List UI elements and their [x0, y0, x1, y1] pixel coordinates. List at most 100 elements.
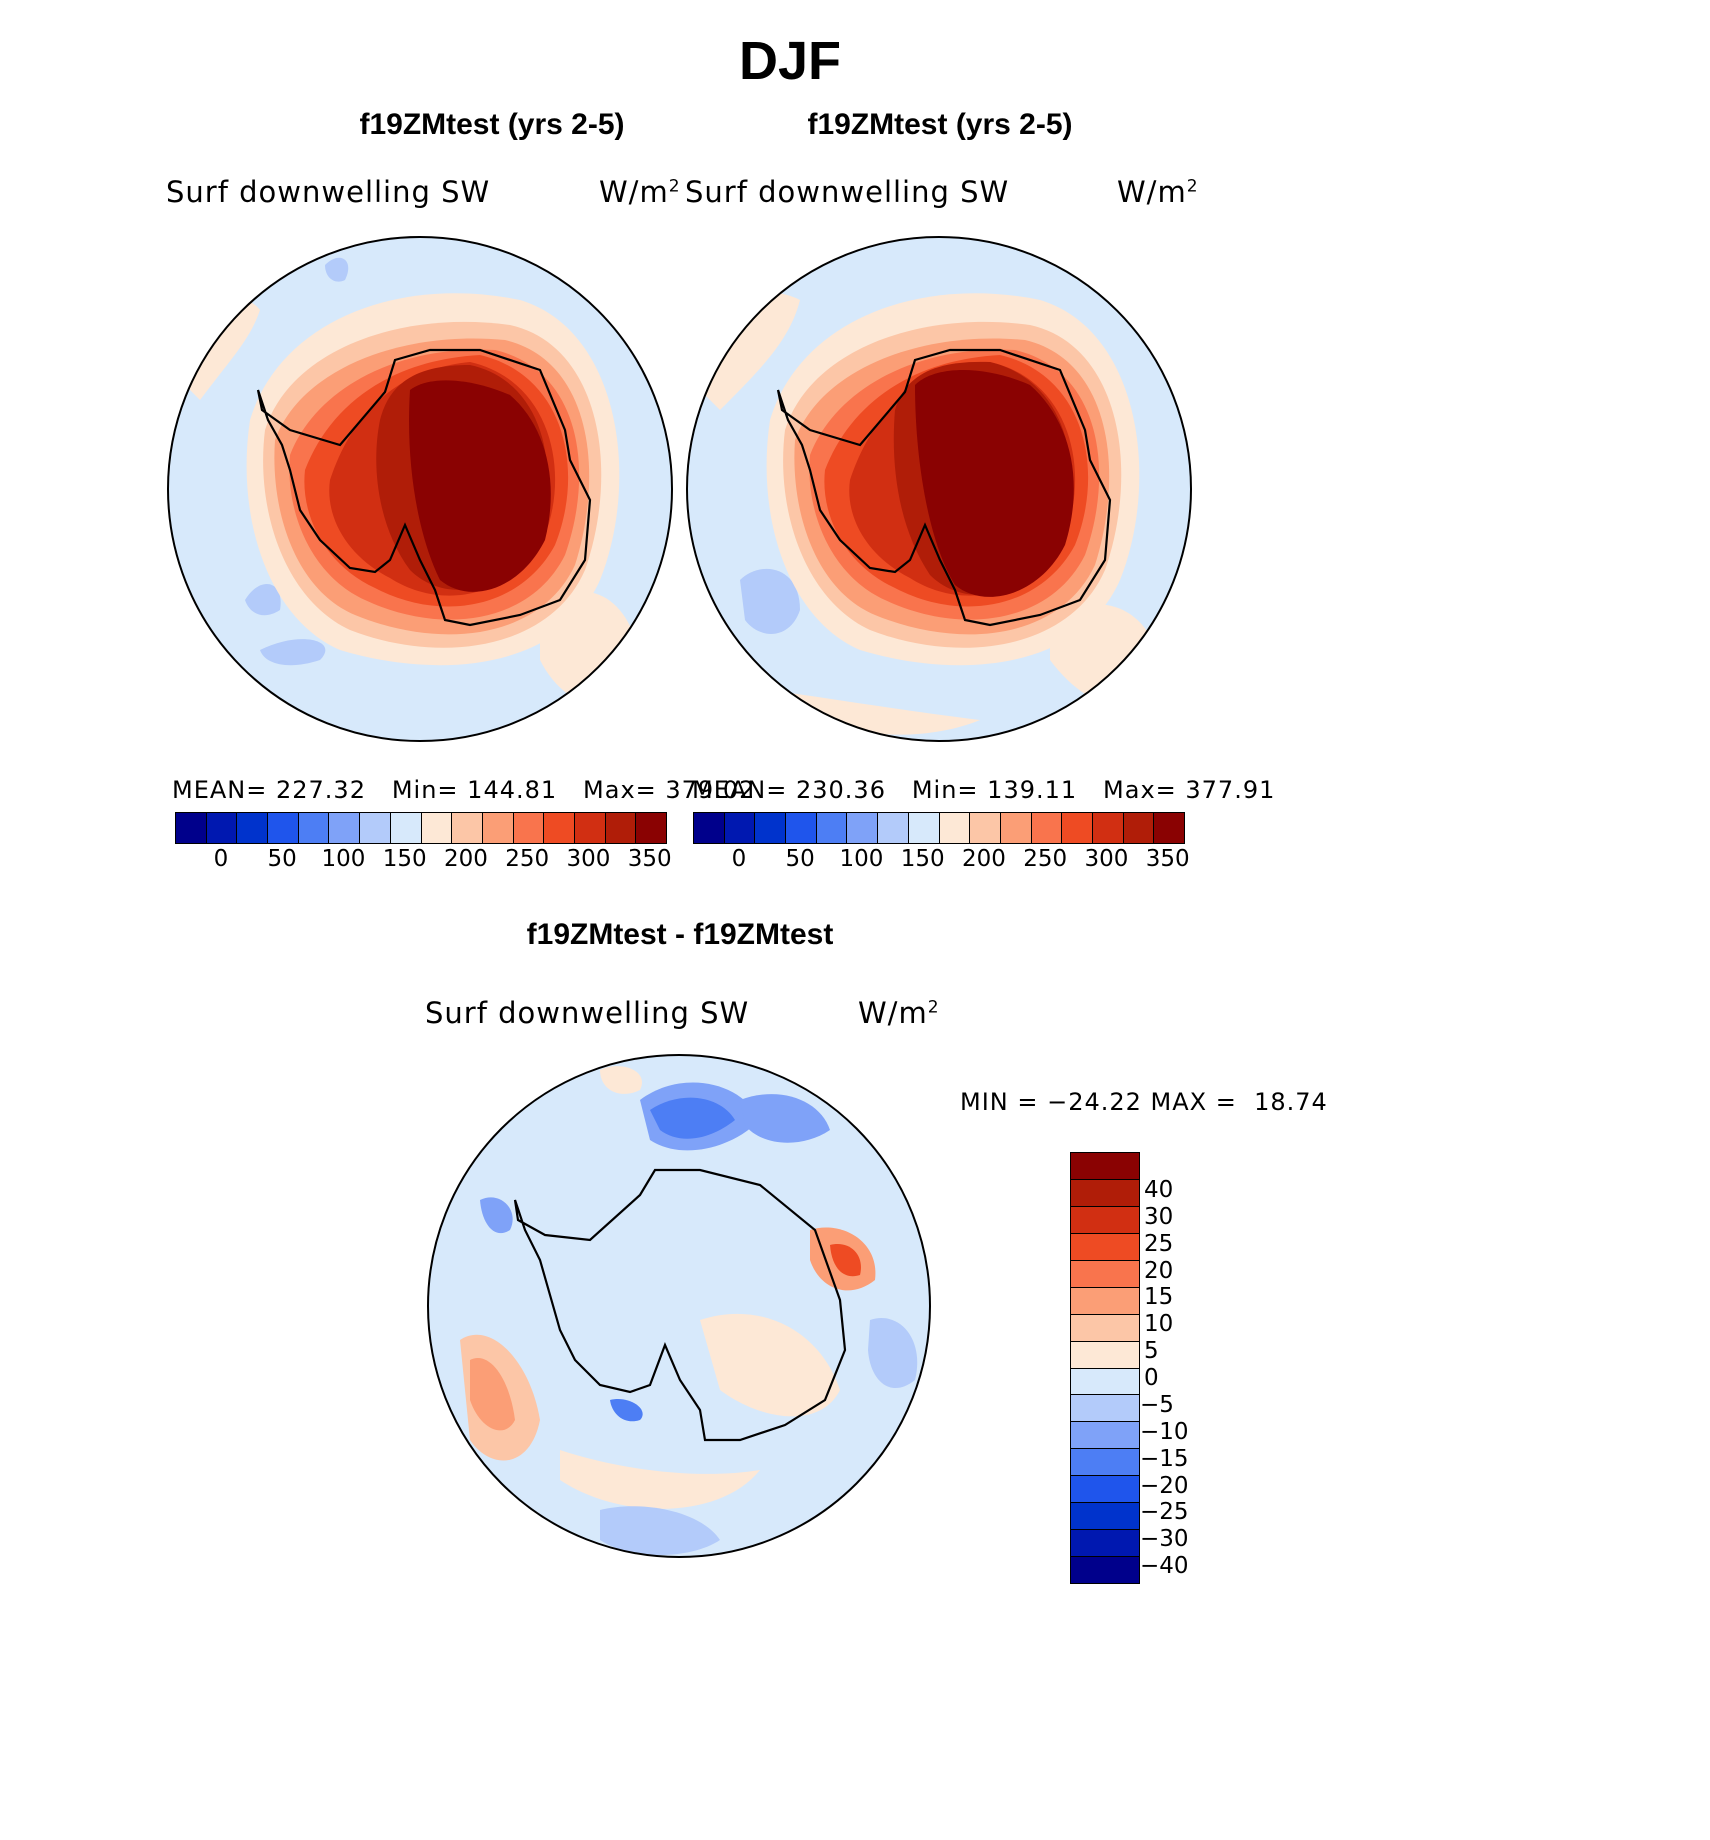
- colorbar-tick-label: 10: [1144, 1311, 1174, 1338]
- colorbar-swatch: [1000, 813, 1032, 843]
- colorbar-tick-label: 0: [731, 846, 747, 872]
- panel1-title: f19ZMtest (yrs 2-5): [359, 108, 625, 141]
- colorbar-swatch: [605, 813, 637, 843]
- colorbar-swatch: [694, 813, 725, 843]
- colorbar-tick-label: −25: [1140, 1499, 1189, 1526]
- colorbar-tick-label: 20: [1144, 1257, 1174, 1284]
- colorbar-tick-label: 30: [1144, 1203, 1174, 1230]
- colorbar-swatch: [1031, 813, 1063, 843]
- colorbar-tick-label: −20: [1140, 1472, 1189, 1499]
- colorbar-tick-label: 50: [267, 846, 297, 872]
- panel1-units: W/m2: [599, 175, 681, 209]
- colorbar-tick-label: 200: [961, 846, 1006, 872]
- colorbar-swatch: [1071, 1341, 1139, 1369]
- colorbar-swatch: [847, 813, 879, 843]
- colorbar-swatch: [1071, 1476, 1139, 1504]
- colorbar-swatch: [1062, 813, 1093, 843]
- colorbar-tick-label: −10: [1140, 1418, 1189, 1445]
- colorbar-swatch: [1071, 1260, 1139, 1288]
- colorbar-tick-label: 0: [213, 846, 229, 872]
- colorbar-swatch: [452, 813, 483, 843]
- colorbar-swatch: [1071, 1287, 1139, 1315]
- colorbar-swatch: [421, 813, 453, 843]
- colorbar-tick-label: 25: [1144, 1230, 1174, 1257]
- colorbar-tick-label: 100: [839, 846, 884, 872]
- panel2-stats: MEAN= 230.36 Min= 139.11 Max= 377.91: [692, 776, 1276, 804]
- colorbar-swatch: [1154, 813, 1184, 843]
- colorbar-swatch: [1071, 1368, 1139, 1396]
- diff-map-fill: [428, 1055, 930, 1557]
- panel1-map-fill: [168, 237, 672, 741]
- colorbar-swatch: [970, 813, 1001, 843]
- colorbar-swatch: [816, 813, 848, 843]
- colorbar-swatch: [1123, 813, 1155, 843]
- colorbar-swatch: [360, 813, 391, 843]
- colorbar-tick-label: 5: [1144, 1338, 1159, 1365]
- colorbar-swatch: [1071, 1233, 1139, 1261]
- panel1-variable-label: Surf downwelling SW: [166, 175, 491, 209]
- colorbar-swatch: [1071, 1206, 1139, 1234]
- colorbar-swatch: [329, 813, 361, 843]
- diff-units: W/m2: [858, 996, 940, 1030]
- diff-title: f19ZMtest - f19ZMtest: [526, 918, 834, 951]
- panel2-title: f19ZMtest (yrs 2-5): [807, 108, 1073, 141]
- colorbar-tick-label: 250: [505, 846, 550, 872]
- colorbar-tick-label: −40: [1140, 1553, 1189, 1580]
- panel2-map-fill: [687, 237, 1191, 741]
- colorbar-tick-label: 150: [900, 846, 945, 872]
- colorbar-swatch: [1071, 1314, 1139, 1342]
- colorbar-swatch: [1071, 1503, 1139, 1531]
- diff-variable-label: Surf downwelling SW: [425, 996, 750, 1030]
- panel2-units: W/m2: [1117, 175, 1199, 209]
- colorbar-swatch: [878, 813, 909, 843]
- figure-title: DJF: [738, 31, 841, 91]
- colorbar-swatch: [1092, 813, 1124, 843]
- diff-minmax: MIN = −24.22 MAX = 18.74: [960, 1088, 1328, 1116]
- colorbar-swatch: [544, 813, 575, 843]
- colorbar-swatch: [390, 813, 422, 843]
- panel1-stats: MEAN= 227.32 Min= 144.81 Max= 379.02: [172, 776, 756, 804]
- diff-colorbar: [1070, 1152, 1140, 1584]
- colorbar-tick-label: 200: [443, 846, 488, 872]
- colorbar-swatch: [636, 813, 666, 843]
- colorbar-tick-label: −15: [1140, 1445, 1189, 1472]
- colorbar-tick-label: 100: [321, 846, 366, 872]
- colorbar-tick-label: −5: [1140, 1391, 1174, 1418]
- colorbar-swatch: [1071, 1153, 1139, 1180]
- colorbar-swatch: [1071, 1557, 1139, 1583]
- colorbar-tick-label: 300: [1084, 846, 1129, 872]
- colorbar-tick-label: 350: [1145, 846, 1190, 872]
- colorbar-swatch: [1071, 1530, 1139, 1558]
- colorbar-tick-label: 250: [1023, 846, 1068, 872]
- colorbar-swatch: [724, 813, 756, 843]
- colorbar-swatch: [574, 813, 606, 843]
- panel1-colorbar: [175, 812, 667, 844]
- colorbar-swatch: [755, 813, 787, 843]
- colorbar-swatch: [1071, 1179, 1139, 1207]
- panel2-variable-label: Surf downwelling SW: [685, 175, 1010, 209]
- colorbar-tick-label: 150: [382, 846, 427, 872]
- colorbar-swatch: [1071, 1449, 1139, 1477]
- colorbar-swatch: [176, 813, 207, 843]
- colorbar-swatch: [237, 813, 269, 843]
- diff-colorbar-ticks: 40 30 25 20 15 10 5 0 −5 −10 −15 −20 −25 −30 −40: [1140, 1152, 1220, 1582]
- colorbar-swatch: [1071, 1395, 1139, 1423]
- colorbar-swatch: [268, 813, 299, 843]
- colorbar-tick-label: 300: [566, 846, 611, 872]
- panel1-colorbar-ticks: 0 50 100 150 200 250 300 350: [175, 846, 672, 876]
- colorbar-swatch: [298, 813, 330, 843]
- panel2-colorbar: [693, 812, 1185, 844]
- colorbar-swatch: [206, 813, 238, 843]
- colorbar-tick-label: 350: [627, 846, 672, 872]
- colorbar-tick-label: 15: [1144, 1284, 1174, 1311]
- colorbar-swatch: [1071, 1422, 1139, 1450]
- colorbar-swatch: [939, 813, 971, 843]
- colorbar-tick-label: 50: [785, 846, 815, 872]
- colorbar-swatch: [786, 813, 817, 843]
- colorbar-tick-label: 40: [1144, 1176, 1174, 1203]
- colorbar-tick-label: 0: [1144, 1365, 1159, 1391]
- colorbar-swatch: [513, 813, 545, 843]
- colorbar-swatch: [482, 813, 514, 843]
- colorbar-tick-label: −30: [1140, 1526, 1189, 1553]
- colorbar-swatch: [908, 813, 940, 843]
